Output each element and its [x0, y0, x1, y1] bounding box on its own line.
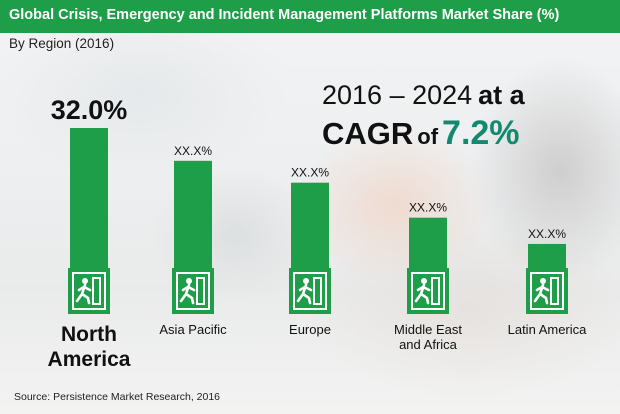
category-label: Middle East [394, 322, 462, 337]
data-label: XX.X% [291, 166, 329, 180]
data-label: XX.X% [174, 144, 212, 158]
title-bar: Global Crisis, Emergency and Incident Ma… [0, 0, 620, 33]
running-man-exit-icon [533, 277, 559, 305]
cagr-years: 2016 – 2024 [322, 80, 473, 110]
bar [409, 217, 447, 268]
bar [174, 160, 212, 268]
cagr-period: 2016 – 2024 at a [322, 80, 525, 111]
exit-sign-frame [72, 272, 106, 310]
chart-subtitle: By Region (2016) [9, 36, 115, 51]
cagr-callout: CAGR of 7.2% [322, 114, 520, 153]
cagr-at-a: at a [478, 80, 525, 110]
exit-sign-panel [526, 268, 568, 314]
bar [70, 128, 108, 268]
cagr-word: CAGR [322, 116, 414, 151]
exit-sign-frame [530, 272, 564, 310]
data-label: XX.X% [528, 227, 566, 241]
exit-sign-panel [172, 268, 214, 314]
exit-sign-panel [407, 268, 449, 314]
category-label: Europe [289, 322, 331, 337]
exit-sign-frame [411, 272, 445, 310]
category-label: America [48, 348, 131, 371]
category-label: and Africa [399, 337, 458, 352]
exit-sign-frame [293, 272, 327, 310]
source-note: Source: Persistence Market Research, 201… [14, 391, 221, 403]
cagr-rate: 7.2% [442, 114, 520, 152]
category-label: Latin America [508, 322, 588, 337]
exit-sign-panel [68, 268, 110, 314]
cagr-of: of [417, 124, 439, 149]
category-label: Asia Pacific [159, 322, 227, 337]
chart-title: Global Crisis, Emergency and Incident Ma… [9, 7, 560, 23]
running-man-exit-icon [296, 277, 322, 305]
running-man-exit-icon [75, 277, 101, 305]
bar [528, 243, 566, 268]
running-man-exit-icon [414, 277, 440, 305]
category-label: North [61, 323, 117, 346]
data-label: XX.X% [409, 201, 447, 215]
data-label: 32.0% [51, 95, 128, 125]
exit-sign-panel [289, 268, 331, 314]
running-man-exit-icon [179, 277, 205, 305]
bar [291, 182, 329, 268]
exit-sign-frame [176, 272, 210, 310]
